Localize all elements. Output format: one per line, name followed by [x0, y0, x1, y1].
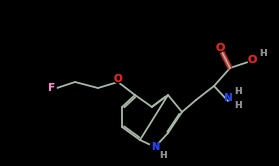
Text: O: O — [114, 74, 122, 84]
Text: H: H — [234, 101, 242, 111]
Text: N: N — [151, 142, 159, 152]
Text: N: N — [224, 93, 232, 103]
Text: H: H — [234, 86, 242, 95]
Text: F: F — [49, 83, 56, 93]
Text: O: O — [215, 43, 225, 53]
Text: F: F — [49, 83, 56, 93]
Text: N: N — [224, 93, 232, 103]
Circle shape — [248, 56, 256, 64]
Circle shape — [48, 84, 56, 92]
Text: O: O — [247, 55, 257, 65]
Text: O: O — [114, 74, 122, 84]
Text: H: H — [259, 48, 267, 57]
Circle shape — [114, 75, 122, 83]
Circle shape — [150, 142, 160, 152]
Text: N: N — [151, 142, 159, 152]
Text: H: H — [234, 101, 242, 111]
Text: H: H — [234, 86, 242, 95]
Text: H: H — [159, 151, 167, 160]
Text: O: O — [215, 43, 225, 53]
Text: O: O — [247, 55, 257, 65]
Text: H: H — [159, 151, 167, 160]
Circle shape — [216, 44, 224, 52]
Text: H: H — [259, 48, 267, 57]
